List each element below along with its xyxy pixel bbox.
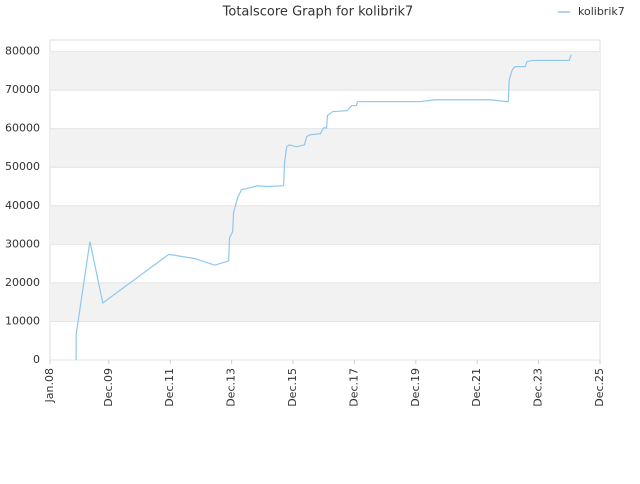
grid-band [50, 128, 600, 168]
y-tick-label: 80000 [5, 45, 40, 58]
y-tick-label: 60000 [5, 122, 40, 135]
y-tick-label: 10000 [5, 314, 40, 327]
x-tick-label: Dec.19 [409, 368, 422, 407]
x-tick-label: Dec.15 [286, 368, 299, 407]
x-tick-label: Dec.09 [102, 368, 115, 407]
x-tick-label: Dec.13 [225, 368, 238, 407]
series-line [75, 54, 572, 360]
y-tick-label: 70000 [5, 83, 40, 96]
y-tick-label: 30000 [5, 237, 40, 250]
grid-band [50, 282, 600, 322]
y-tick-label: 0 [33, 353, 40, 366]
x-tick-label: Dec.21 [470, 368, 483, 407]
grid-band [50, 205, 600, 245]
x-tick-label: Dec.23 [532, 368, 545, 407]
x-tick-label: Jan.08 [43, 368, 56, 403]
chart-title: Totalscore Graph for kolibrik7 [222, 5, 414, 20]
x-tick-label: Dec.11 [163, 368, 176, 407]
y-tick-label: 20000 [5, 276, 40, 289]
x-tick-label: Dec.17 [347, 368, 360, 407]
y-tick-label: 50000 [5, 160, 40, 173]
legend-label: kolibrik7 [578, 5, 625, 18]
grid-band [50, 51, 600, 91]
y-tick-label: 40000 [5, 199, 40, 212]
x-tick-label: Dec.25 [593, 368, 606, 407]
